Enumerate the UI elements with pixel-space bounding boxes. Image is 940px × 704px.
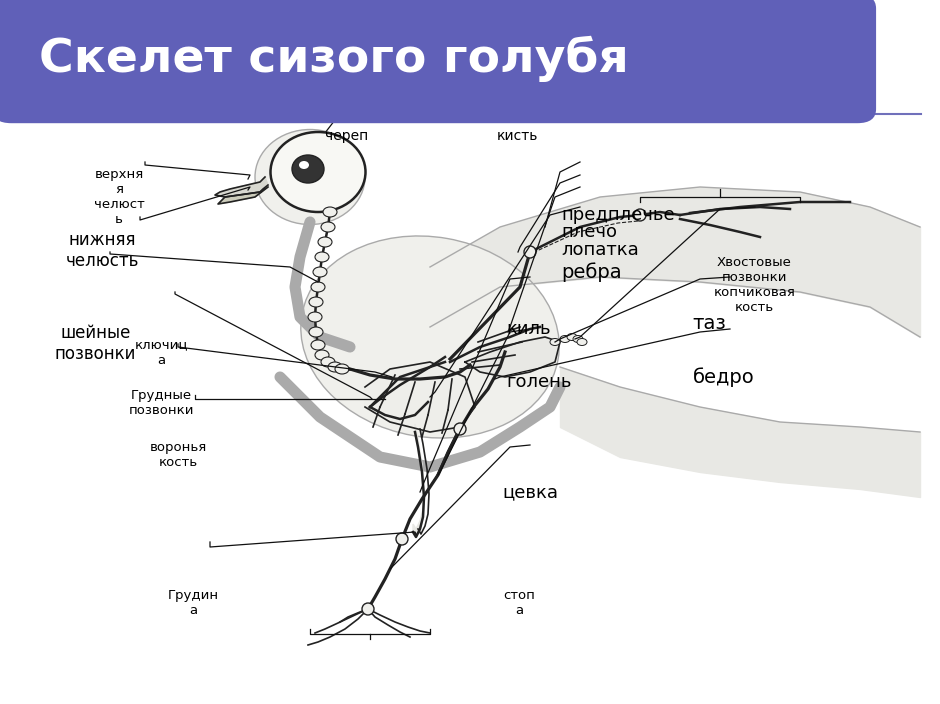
Polygon shape [215,177,268,197]
Ellipse shape [299,161,309,169]
Polygon shape [465,337,560,377]
Text: Грудные
позвонки: Грудные позвонки [129,389,194,417]
Ellipse shape [315,252,329,262]
Text: киль: киль [507,320,551,338]
Text: Скелет сизого голубя: Скелет сизого голубя [39,35,629,82]
Text: череп: череп [325,130,368,144]
Ellipse shape [271,132,366,212]
Text: ребра: ребра [561,263,621,282]
Text: цевка: цевка [502,484,558,502]
Ellipse shape [313,267,327,277]
Ellipse shape [321,357,335,367]
Polygon shape [218,187,268,204]
Ellipse shape [573,336,583,343]
Text: Грудин
а: Грудин а [168,589,219,617]
Ellipse shape [567,334,577,341]
Ellipse shape [328,362,342,372]
Text: стоп
а: стоп а [503,589,535,617]
Polygon shape [413,424,424,537]
Ellipse shape [315,350,329,360]
Text: верхня
я
челюст
ь: верхня я челюст ь [94,168,145,226]
Ellipse shape [321,222,335,232]
Ellipse shape [311,340,325,350]
Text: предплечье: предплечье [561,206,675,224]
Ellipse shape [318,237,332,247]
Text: таз: таз [693,315,727,334]
Ellipse shape [301,236,559,438]
Polygon shape [365,362,475,432]
Text: шейные
позвонки: шейные позвонки [55,324,136,363]
Ellipse shape [396,533,408,545]
Ellipse shape [309,327,323,337]
Ellipse shape [560,336,570,343]
Ellipse shape [308,312,322,322]
Text: воронья
кость: воронья кость [149,441,207,469]
Ellipse shape [335,364,349,374]
Ellipse shape [634,209,646,221]
Text: кисть: кисть [496,130,538,144]
Text: бедро: бедро [693,367,754,387]
Ellipse shape [292,155,324,183]
Ellipse shape [577,339,587,346]
Text: плечо: плечо [561,223,618,241]
Ellipse shape [524,246,536,258]
Ellipse shape [550,339,560,346]
Ellipse shape [323,207,337,217]
Ellipse shape [255,130,365,225]
Text: лопатка: лопатка [561,241,639,258]
Text: нижняя
челюсть: нижняя челюсть [66,231,139,270]
Ellipse shape [454,423,466,435]
Text: Хвостовые
позвонки
копчиковая
кость: Хвостовые позвонки копчиковая кость [713,256,795,313]
Text: голень: голень [507,373,572,391]
Text: ключиц
а: ключиц а [134,339,188,367]
Ellipse shape [362,603,374,615]
Ellipse shape [309,297,323,307]
Ellipse shape [311,282,325,292]
